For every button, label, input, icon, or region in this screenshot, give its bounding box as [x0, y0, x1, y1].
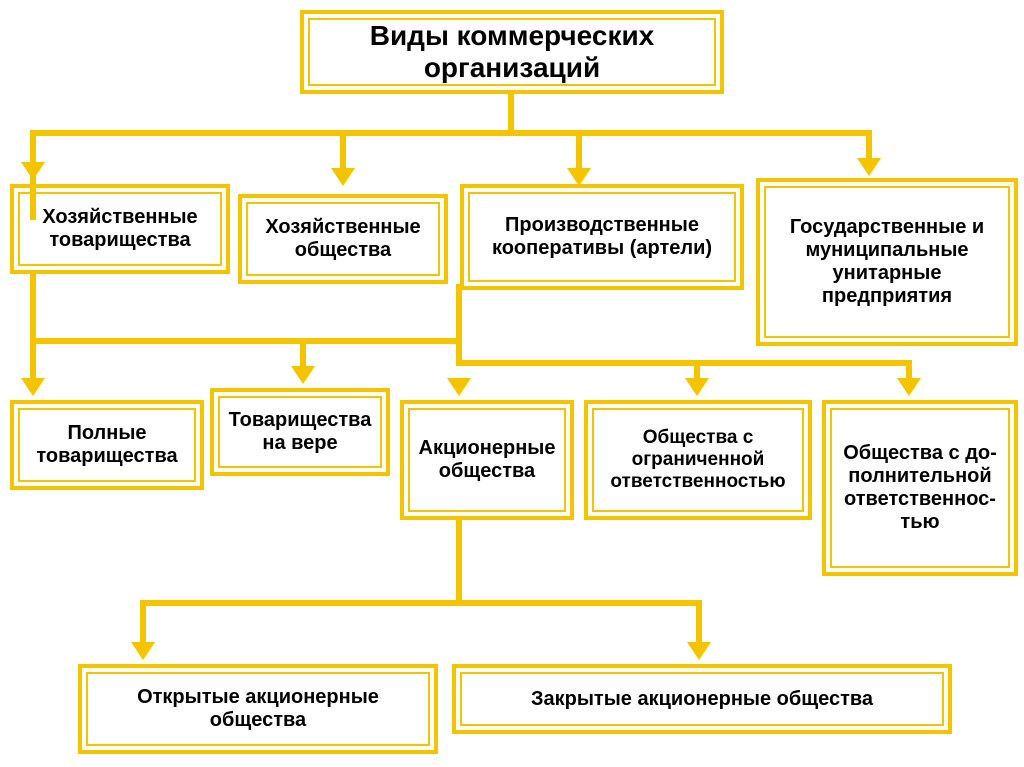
- node-root: Виды коммерческих организаций: [308, 18, 716, 86]
- arrow-icon-1: [331, 168, 355, 186]
- hline-2: [456, 360, 910, 366]
- arrow-icon-7: [685, 378, 709, 396]
- hline-0: [30, 130, 870, 136]
- arrow-icon-6: [447, 378, 471, 396]
- node-l2e: Общества с до-полнительной ответственнос…: [830, 408, 1010, 568]
- vline-12: [696, 600, 702, 644]
- hline-3: [140, 600, 700, 606]
- vline-8: [694, 360, 700, 380]
- vline-10: [456, 520, 462, 602]
- vline-4: [866, 130, 872, 160]
- vline-11: [140, 600, 146, 644]
- vline-3: [576, 130, 582, 170]
- arrow-icon-4: [21, 378, 45, 396]
- arrow-icon-10: [687, 642, 711, 660]
- vline-6: [300, 338, 306, 368]
- hline-1: [30, 338, 456, 344]
- node-l2a: Полные товарищества: [18, 408, 196, 482]
- node-l1c: Производственные кооперативы (артели): [468, 192, 736, 282]
- node-l1a: Хозяйственные товарищества: [18, 192, 222, 266]
- node-l2b: Товарищества на вере: [218, 396, 382, 468]
- arrow-icon-3: [857, 158, 881, 176]
- arrow-icon-0: [21, 162, 45, 180]
- arrow-icon-8: [897, 378, 921, 396]
- node-l1b: Хозяйственные общества: [246, 202, 440, 276]
- node-l2c: Акционерные общества: [408, 408, 566, 512]
- node-l3b: Закрытые акционерные общества: [460, 672, 944, 726]
- vline-7: [456, 284, 462, 362]
- arrow-icon-9: [131, 642, 155, 660]
- arrow-icon-5: [291, 366, 315, 384]
- diagram-stage: Виды коммерческих организаций Хозяйственн…: [0, 0, 1024, 767]
- node-l1d: Государственные и муниципальные унитарны…: [764, 186, 1010, 338]
- vline-9: [906, 360, 912, 380]
- node-l3a: Открытые акционерные общества: [86, 672, 430, 746]
- vline-2: [340, 130, 346, 170]
- vline-0: [508, 94, 514, 134]
- node-l2d: Общества с ограниченной ответственностью: [592, 408, 804, 512]
- arrow-icon-2: [567, 168, 591, 186]
- vline-5: [30, 274, 36, 380]
